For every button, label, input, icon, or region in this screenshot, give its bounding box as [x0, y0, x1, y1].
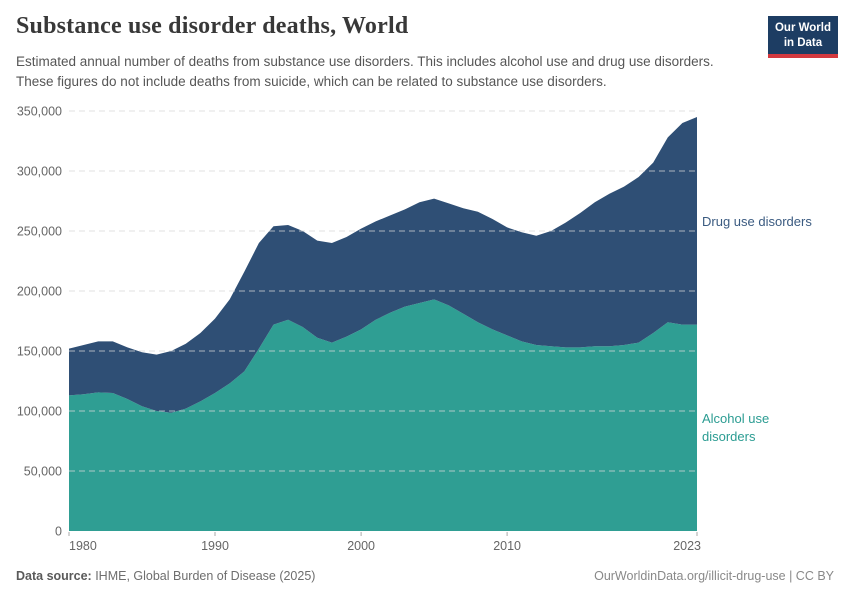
stacked-area-chart: 0 50,000 100,000 150,000 200,000 250,000 300,0… [17, 105, 701, 554]
y-tick-label: 100,000 [17, 405, 62, 419]
y-tick-label: 350,000 [17, 105, 62, 119]
y-tick-label: 250,000 [17, 225, 62, 239]
x-tick-label: 2000 [347, 539, 375, 553]
footer-source-label: Data source: [16, 569, 92, 583]
y-tick-label: 50,000 [24, 465, 62, 479]
y-tick-label: 200,000 [17, 285, 62, 299]
chart-subtitle: Estimated annual number of deaths from s… [16, 54, 714, 89]
footer-source-value: IHME, Global Burden of Disease (2025) [91, 569, 316, 583]
owid-logo-line1: Our World [774, 22, 831, 34]
footer-license: OurWorldinData.org/illicit-drug-use | CC… [594, 569, 834, 583]
owid-logo: Our World in Data [767, 16, 838, 58]
x-tick-label: 1980 [69, 539, 97, 553]
area-alcohol-use-disorders [69, 299, 697, 531]
owid-logo-line2: in Data [783, 36, 823, 49]
series-label-alcohol-use-disorders: Alcohol use disorders [702, 411, 770, 444]
y-tick-label: 300,000 [17, 165, 62, 179]
y-tick-label: 0 [55, 525, 62, 539]
x-tick-label: 2010 [493, 539, 521, 553]
footer-license-text: OurWorldinData.org/illicit-drug-use | CC… [594, 569, 834, 583]
chart-title: Substance use disorder deaths, World [16, 13, 409, 39]
footer-source: Data source: IHME, Global Burden of Dise… [16, 569, 315, 583]
x-tick-label: 1990 [201, 539, 229, 553]
series-label-drug-use-disorders: Drug use disorders [702, 214, 812, 229]
area-drug-use-disorders [69, 117, 697, 413]
x-tick-label: 2023 [673, 539, 701, 553]
y-tick-label: 150,000 [17, 345, 62, 359]
